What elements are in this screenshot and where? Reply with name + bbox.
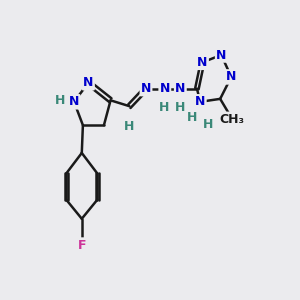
Text: CH₃: CH₃	[220, 113, 245, 126]
Text: N: N	[141, 82, 151, 95]
Text: N: N	[69, 95, 79, 108]
Text: N: N	[83, 76, 94, 89]
Text: H: H	[175, 100, 185, 114]
Text: N: N	[195, 95, 206, 108]
Text: N: N	[197, 56, 208, 69]
Text: N: N	[160, 82, 170, 95]
Text: H: H	[124, 120, 135, 133]
Text: H: H	[203, 118, 213, 131]
Text: N: N	[226, 70, 236, 83]
Text: F: F	[77, 238, 86, 252]
Text: H: H	[55, 94, 65, 107]
Text: H: H	[159, 100, 169, 114]
Text: H: H	[187, 111, 198, 124]
Text: N: N	[175, 82, 185, 95]
Text: N: N	[216, 49, 226, 62]
